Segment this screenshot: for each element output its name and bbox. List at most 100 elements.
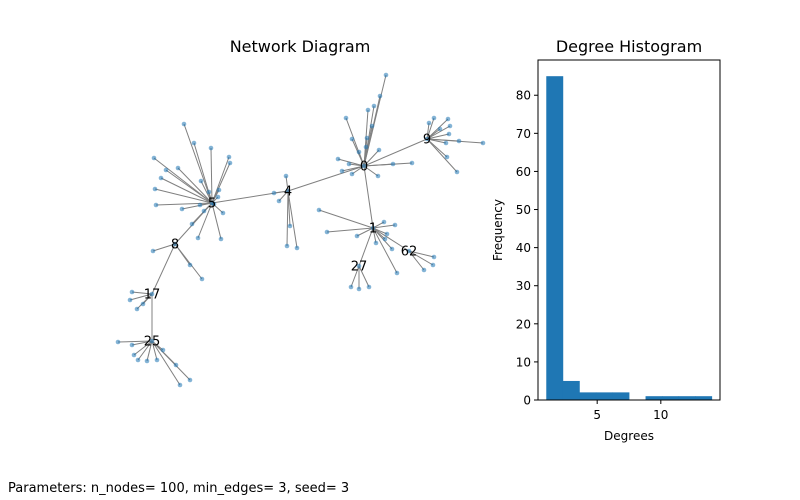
network-edge [372,224,396,229]
network-node [349,171,355,177]
network-edge [177,167,213,204]
network-node [115,339,121,345]
x-tick-label: 10 [653,408,668,422]
network-node [373,240,379,246]
network-node [198,178,204,184]
network-node [287,223,293,229]
network-node [356,149,362,155]
network-edge [358,151,365,167]
network-edge [131,291,153,295]
y-tick-label: 70 [516,127,531,141]
network-node [430,262,436,268]
network-edge [133,340,153,356]
network-node [209,200,215,206]
network-edge [358,227,374,267]
y-tick-label: 0 [523,394,531,408]
network-node [201,208,207,214]
network-edge [372,227,377,244]
network-edge [351,165,365,175]
network-node [343,115,349,121]
network-node [181,121,187,127]
histogram-bar [579,392,597,400]
network-node [144,358,150,364]
parameters-footer: Parameters: n_nodes= 100, min_edges= 3, … [8,481,350,496]
network-node [215,194,221,200]
network-node [406,248,412,254]
network-node [140,301,146,307]
network-edge [426,125,451,140]
network-node [316,207,322,213]
network-node [177,382,183,388]
network-edge [426,138,447,144]
network-node [220,210,226,216]
network-node [445,116,451,122]
histogram-x-label: Degrees [604,429,654,443]
network-labels: 0 1 4 5 8 9 17 25 27 62 [144,133,431,350]
network-node [160,347,166,353]
network-edge [426,133,450,140]
network-node [154,357,160,363]
network-node [421,267,427,273]
network-node [446,131,452,137]
network-node [354,233,360,239]
network-edge [356,227,374,237]
network-node [361,163,367,169]
network-node [444,154,450,160]
network-node [189,221,195,227]
network-node [276,198,282,204]
network-node [199,276,205,282]
network-node [216,187,222,193]
network-edge [285,175,289,192]
histogram-y-ticks: 0 10 20 30 40 50 60 70 80 [516,89,538,408]
histogram-axes-frame [537,59,721,401]
x-tick-label: 5 [593,408,601,422]
network-edge [183,123,213,204]
network-node [348,284,354,290]
network-edge [372,227,398,274]
network-edge [372,227,410,252]
network-node [349,136,355,142]
network-node [394,270,400,276]
histogram-title: Degree Histogram [556,37,702,56]
network-node [424,136,430,142]
network-node [187,377,193,383]
network-edge [153,157,213,204]
network-edge [341,165,365,172]
network-node [206,189,212,195]
network-node [271,190,277,196]
degree-histogram: Degree Histogram 5 10 0 10 20 30 40 50 60 70 80 D… [491,37,721,443]
network-edge [151,340,181,386]
network-edge [137,340,153,361]
network-node [376,147,382,153]
network-edge [151,243,176,295]
network-diagram: Network Diagram 0 1 4 5 8 9 17 25 27 62 [115,37,486,388]
node-label-8: 8 [171,238,179,253]
node-label-9: 9 [423,133,431,148]
histogram-bar [595,392,613,400]
network-node [365,107,371,113]
network-edge [152,243,176,252]
histogram-y-label: Frequency [491,199,505,261]
network-edge [129,293,153,301]
network-edge [426,138,458,173]
node-label-4: 4 [284,185,292,200]
histogram-bar [695,396,713,400]
network-edge [146,340,153,362]
network-edge [408,250,434,266]
node-label-62: 62 [401,245,418,260]
network-node [339,168,345,174]
network-node [163,167,169,173]
network-node [324,229,330,235]
network-edge [200,180,213,204]
network-edge [326,227,374,233]
network-node [158,175,164,181]
network-edge [372,227,388,235]
network-node [150,248,156,254]
histogram-bar [562,380,580,400]
network-node [384,231,390,237]
network-edge [197,202,213,239]
network-edge [426,118,449,140]
network-node [283,173,289,179]
network-node [175,165,181,171]
